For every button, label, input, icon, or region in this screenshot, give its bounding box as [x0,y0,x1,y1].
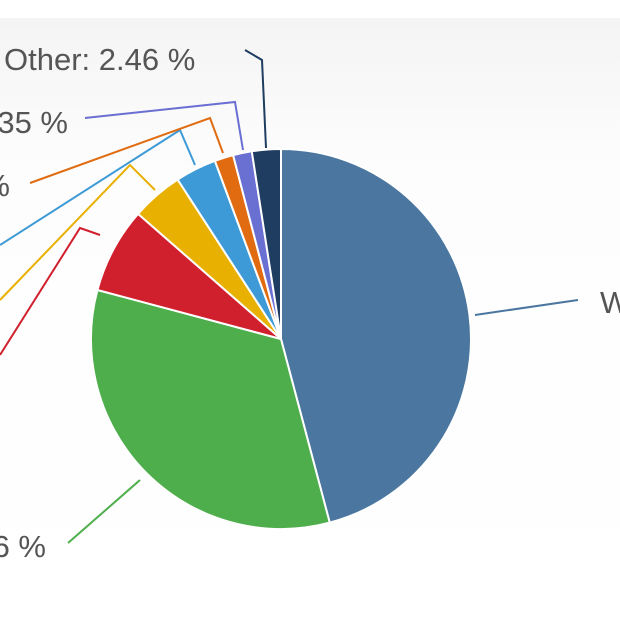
leader-line [0,163,156,301]
leader-line [67,479,141,544]
leader-line [244,49,267,149]
slice-label: 35 % [0,105,68,140]
pie-slice [250,147,282,340]
leader-line [0,128,196,246]
slice-label: W [600,285,620,320]
leader-line [29,116,224,184]
pie-slice [90,288,331,530]
slice-label: Other: 2.46 % [4,42,195,77]
leader-line [84,100,244,151]
leader-line [0,226,101,356]
slice-label: 6 % [0,529,46,564]
pie-slice [280,147,472,524]
slice-label: % [0,168,10,203]
leader-line [474,299,579,316]
